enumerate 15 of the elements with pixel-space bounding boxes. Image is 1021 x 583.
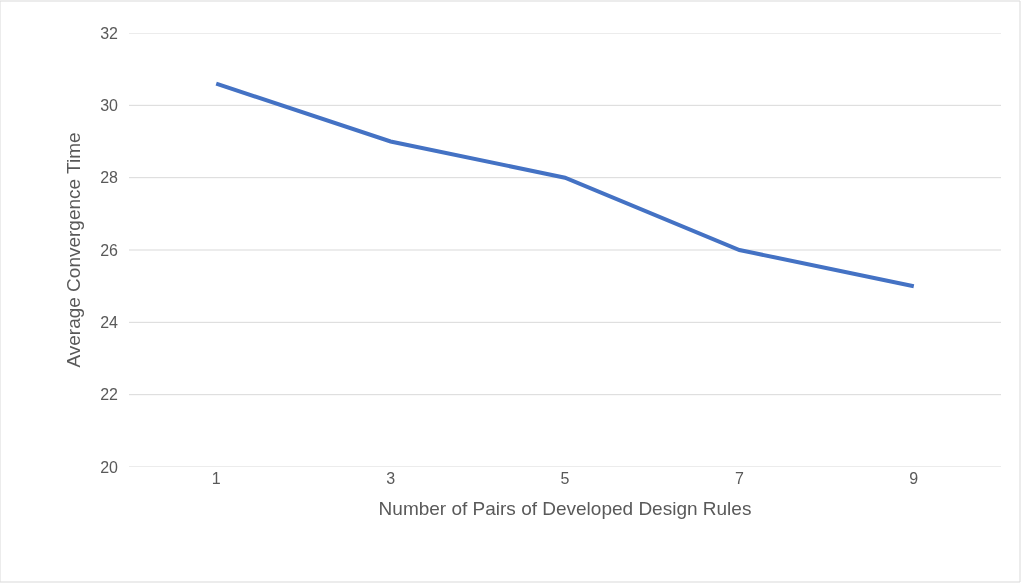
x-tick-label: 5 [560,470,570,487]
line-series [214,81,916,289]
x-tick-label: 3 [386,470,396,487]
y-tick-label: 26 [100,241,119,259]
x-tick-label: 9 [909,470,919,487]
x-tick-label: 7 [734,470,744,487]
y-tick-label: 32 [100,24,119,42]
x-axis-title: Number of Pairs of Developed Design Rules [378,497,752,519]
y-tick-label: 28 [100,169,119,187]
y-tick-label: 20 [100,458,119,476]
y-tick-label: 30 [100,96,119,114]
y-axis-title: Average Convergence Time [63,132,85,368]
y-tick-label: 24 [100,313,119,331]
y-tick-label: 22 [100,386,119,404]
x-tick-label: 1 [211,470,221,487]
